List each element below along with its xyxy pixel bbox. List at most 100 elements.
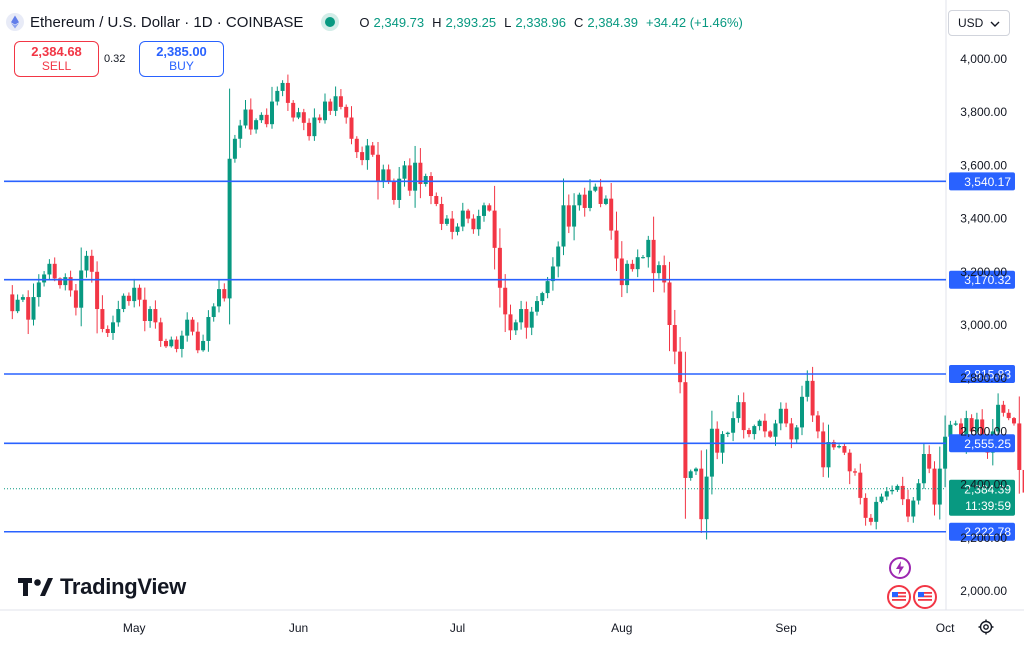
candle-body: [10, 294, 15, 312]
candle-body: [731, 418, 736, 433]
candle-body: [42, 274, 47, 283]
candle-body: [100, 309, 105, 329]
close-label: C: [573, 14, 584, 30]
candle-body: [948, 424, 953, 437]
candle-body: [450, 218, 455, 232]
candle-body: [524, 309, 529, 328]
open-value: 2,349.73: [373, 14, 425, 30]
candle-body: [884, 491, 889, 497]
candle-body: [794, 427, 799, 440]
candle-body: [121, 295, 126, 310]
lightning-event-icon[interactable]: [888, 556, 912, 580]
candle-body: [58, 278, 62, 286]
candle-body: [164, 340, 168, 347]
candle-body: [513, 322, 518, 331]
candle-body: [365, 145, 370, 161]
candle-body: [842, 446, 847, 453]
candle-body: [508, 314, 513, 331]
candle-body: [20, 297, 25, 300]
candle-body: [683, 382, 688, 478]
candle-body: [333, 96, 338, 111]
candle-body: [614, 230, 619, 259]
candle-body: [868, 517, 873, 522]
candle-body: [63, 277, 68, 286]
candle-body: [476, 215, 481, 230]
y-tick-label: 4,000.00: [960, 52, 1007, 66]
candle-body: [662, 265, 667, 283]
candle-body: [784, 408, 789, 424]
horizontal-level-badge: [949, 270, 1015, 289]
candle-body: [540, 293, 545, 302]
candle-body: [927, 454, 932, 469]
x-tick-label: May: [123, 621, 146, 635]
candle-body: [312, 117, 317, 137]
sell-label: SELL: [41, 59, 72, 73]
sell-button[interactable]: 2,384.68 SELL: [14, 41, 99, 77]
candle-body: [672, 325, 677, 352]
candle-body: [911, 500, 916, 517]
bar-countdown-label: 11:39:59: [965, 499, 1011, 513]
us-flag-event-icon[interactable]: [913, 585, 937, 609]
candle-body: [741, 402, 746, 431]
candle-body: [429, 176, 433, 196]
candle-body: [142, 299, 147, 322]
close-value: 2,384.39: [587, 14, 638, 30]
candle-body: [853, 471, 857, 473]
buy-price: 2,385.00: [156, 44, 207, 59]
candle-body: [582, 194, 587, 208]
chevron-down-icon: [990, 21, 1000, 27]
candle-body: [667, 282, 672, 325]
candle-body: [116, 309, 121, 323]
candle-body: [264, 114, 269, 125]
last-price-label: 2,384.39: [964, 482, 1011, 496]
horizontal-level-badge: [949, 364, 1015, 383]
x-tick-label: Jul: [450, 621, 465, 635]
tradingview-logo-icon: [18, 578, 53, 596]
tradingview-logo[interactable]: TradingView: [18, 574, 186, 600]
candle-body: [1022, 469, 1024, 493]
candle-body: [349, 117, 354, 139]
candle-body: [132, 287, 137, 302]
candle-body: [932, 468, 937, 505]
candle-body: [444, 218, 449, 224]
y-tick-label: 2,000.00: [960, 584, 1007, 598]
candle-body: [497, 247, 502, 288]
candle-body: [593, 186, 598, 191]
currency-select[interactable]: USD: [948, 10, 1010, 36]
candle-body: [328, 101, 333, 111]
candle-body: [137, 287, 142, 300]
open-label: O: [359, 14, 370, 30]
candle-body: [206, 317, 211, 341]
buy-label: BUY: [169, 59, 194, 73]
candle-body: [858, 472, 863, 498]
candle-body: [879, 496, 884, 502]
settings-gear-icon[interactable]: [977, 618, 995, 636]
candle-body: [826, 442, 831, 468]
high-value: 2,393.25: [445, 14, 497, 30]
market-status-icon[interactable]: [325, 17, 336, 27]
candle-body: [15, 299, 20, 312]
candle-body: [678, 351, 683, 383]
horizontal-level-label: 2,222.78: [964, 525, 1011, 539]
candle-body: [709, 428, 714, 477]
candle-body: [73, 290, 78, 308]
candle-body: [996, 404, 1001, 432]
candle-body: [900, 485, 905, 500]
candle-body: [370, 145, 375, 155]
candle-body: [111, 322, 115, 333]
candle-body: [625, 263, 630, 286]
candle-body: [577, 194, 582, 206]
candle-body: [736, 402, 741, 419]
candle-body: [238, 125, 243, 139]
candle-body: [148, 309, 153, 322]
us-flag-event-icon[interactable]: [887, 585, 911, 609]
candle-body: [752, 426, 757, 435]
candle-body: [747, 430, 751, 435]
candle-body: [980, 419, 985, 440]
candle-body: [529, 311, 534, 328]
candle-body: [890, 489, 895, 492]
symbol-title[interactable]: Ethereum / U.S. Dollar · 1D · COINBASE: [30, 13, 304, 31]
candle-body: [153, 309, 158, 323]
buy-button[interactable]: 2,385.00 BUY: [139, 41, 224, 77]
